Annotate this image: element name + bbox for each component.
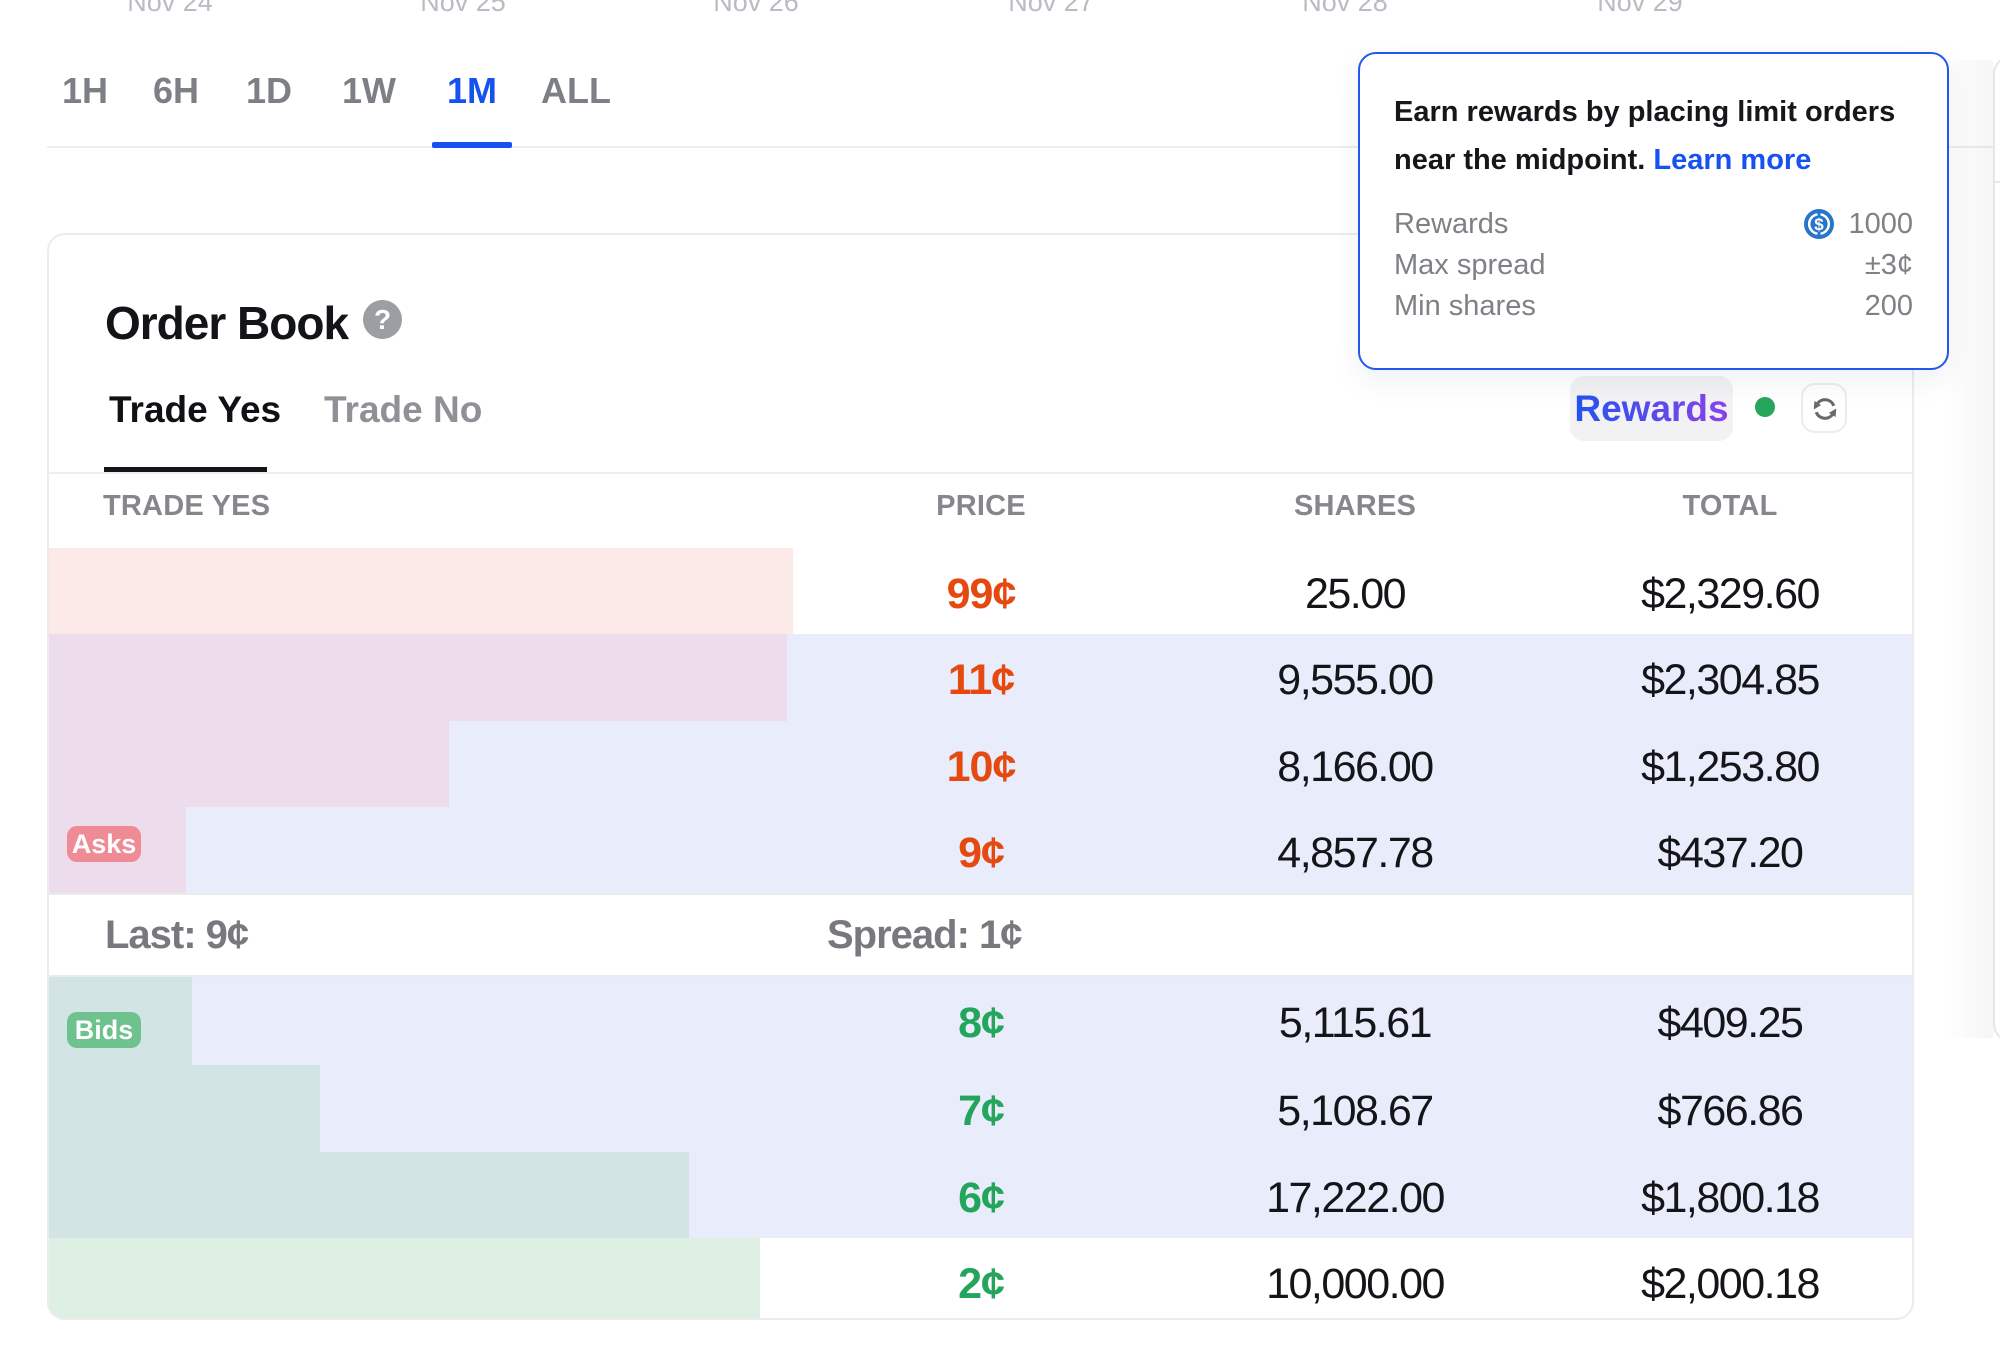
svg-text:$: $ [1815, 215, 1825, 234]
